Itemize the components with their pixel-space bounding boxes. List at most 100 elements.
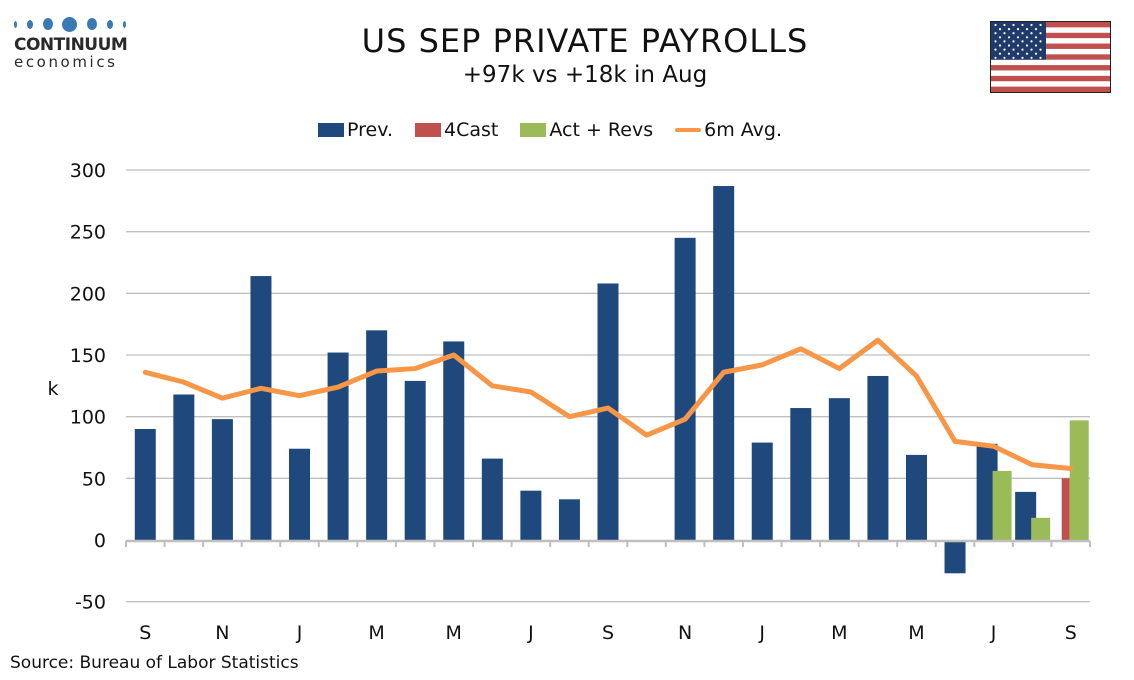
flag-star: [1012, 56, 1015, 59]
y-tick-label: -50: [75, 592, 106, 614]
flag-stripe: [991, 43, 1110, 50]
x-tick-label: N: [678, 622, 692, 644]
flag-star: [1030, 32, 1033, 35]
x-tick-label: J: [758, 622, 765, 644]
x-tick-label: S: [1065, 622, 1077, 644]
flag-stripe: [991, 86, 1110, 92]
flag-stripe: [991, 48, 1110, 55]
y-tick-label: 150: [70, 345, 106, 367]
flag-star: [1030, 23, 1033, 27]
y-tick-label: 250: [70, 222, 106, 244]
flag-star: [1021, 40, 1024, 43]
flag-star: [994, 32, 997, 35]
legend-swatch-4cast: [415, 123, 442, 137]
flag-star: [1016, 44, 1020, 47]
source-note: Source: Bureau of Labor Statistics: [10, 653, 299, 673]
y-tick-label: 100: [70, 407, 106, 429]
flag-stripe: [991, 59, 1110, 66]
bar-act-revs: [1069, 420, 1089, 540]
bar-prev: [520, 490, 542, 540]
flag-star: [1012, 48, 1015, 51]
x-tick-label: J: [527, 622, 534, 644]
flag-star: [1039, 48, 1042, 51]
logo-name: CONTINUUM: [14, 35, 128, 55]
legend-label-6m-avg: 6m Avg.: [704, 119, 782, 141]
legend-swatch-6m-avg: [675, 128, 702, 132]
bar-prev: [597, 283, 619, 540]
legend-label-act-revs: Act + Revs: [549, 119, 654, 141]
flag-stripe: [991, 27, 1110, 34]
legend-item-4cast: 4Cast: [415, 119, 498, 141]
flag-stripe: [991, 81, 1110, 87]
x-tick-label: J: [990, 622, 997, 644]
flag-star: [1039, 23, 1042, 27]
flag-star: [994, 48, 997, 51]
bar-prev: [944, 540, 966, 574]
legend-item-prev: Prev.: [318, 119, 393, 141]
flag-star: [1021, 23, 1024, 27]
flag-star: [1039, 40, 1042, 43]
flag-star: [1003, 48, 1006, 51]
bar-prev: [713, 186, 735, 541]
bar-prev: [134, 429, 156, 540]
y-tick-label: 300: [70, 160, 106, 182]
bar-prev: [867, 375, 889, 540]
flag-stripe: [991, 32, 1110, 39]
flag-star: [998, 44, 1002, 47]
legend-label-4cast: 4Cast: [444, 119, 499, 141]
x-tick-label: N: [215, 622, 229, 644]
flag-star: [994, 56, 997, 59]
legend-item-6m-avg: 6m Avg.: [675, 119, 782, 141]
flag-star: [1025, 28, 1029, 31]
flag-star: [1012, 23, 1015, 27]
flag-star: [994, 40, 997, 43]
bar-4cast: [1061, 478, 1070, 540]
flag-star: [1039, 56, 1042, 59]
flag-star: [1030, 40, 1033, 43]
legend-swatch-act-revs: [520, 123, 547, 137]
legend-item-act-revs: Act + Revs: [520, 119, 653, 141]
flag-star: [1012, 32, 1015, 35]
x-tick-label: M: [368, 622, 384, 644]
bar-prev: [327, 352, 349, 540]
logo-subtitle: economics: [14, 53, 118, 71]
bar-prev: [443, 341, 465, 540]
bar-prev: [366, 330, 388, 540]
x-tick-label: M: [908, 622, 924, 644]
flag-star: [1034, 28, 1038, 31]
flag-star: [1021, 56, 1024, 59]
flag-star: [1016, 52, 1020, 55]
bar-prev: [976, 443, 998, 540]
bar-prev: [211, 419, 233, 540]
flag-star: [1030, 56, 1033, 59]
bar-prev: [828, 398, 850, 540]
x-tick-label: J: [296, 622, 303, 644]
flag-stripe: [991, 70, 1110, 77]
flag-star: [1025, 36, 1029, 39]
bar-prev: [404, 380, 426, 540]
flag-star: [1016, 36, 1020, 39]
legend-label-prev: Prev.: [347, 119, 394, 141]
bar-act-revs: [992, 470, 1012, 540]
continuum-logo: CONTINUUM economics: [14, 14, 134, 71]
bar-prev: [250, 276, 272, 540]
flag-stripe: [991, 22, 1110, 28]
flag-star: [1012, 40, 1015, 43]
flag-star: [994, 23, 997, 27]
flag-star: [1025, 52, 1029, 55]
flag-star: [1039, 32, 1042, 35]
flag-star: [1016, 28, 1020, 31]
flag-stripe: [991, 54, 1110, 60]
flag-star: [1021, 32, 1024, 35]
bar-prev: [481, 458, 503, 540]
chart-subtitle: +97k vs +18k in Aug: [462, 62, 708, 88]
flag-star: [1025, 44, 1029, 47]
flag-star: [998, 28, 1002, 31]
y-axis-label: k: [47, 378, 58, 400]
flag-star: [998, 52, 1002, 55]
flag-star: [1021, 48, 1024, 51]
bar-prev: [674, 237, 696, 541]
flag-stripe: [991, 38, 1110, 44]
bar-prev: [289, 448, 311, 540]
